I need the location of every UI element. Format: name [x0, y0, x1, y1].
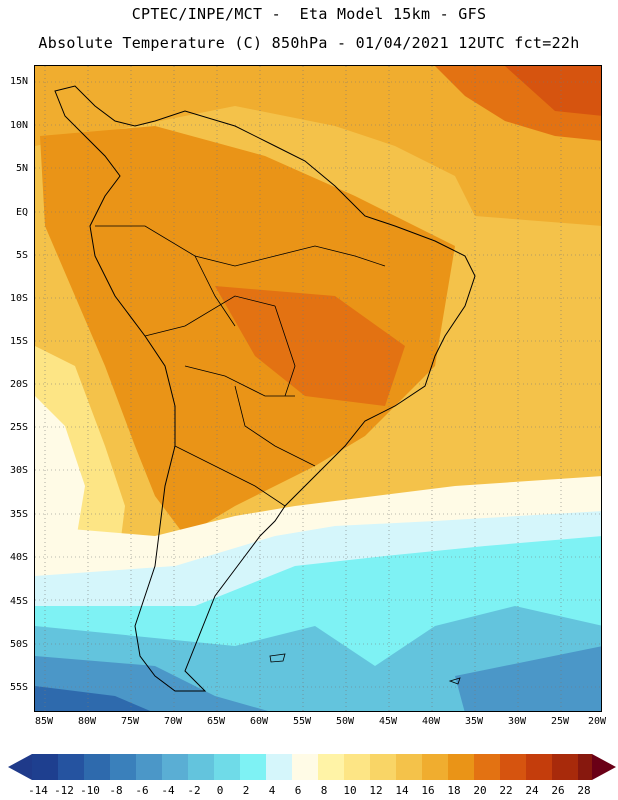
lon-label-85w: 85W — [34, 716, 54, 727]
map-title-line2: Absolute Temperature (C) 850hPa - 01/04/… — [38, 34, 580, 52]
colorbar-label: -14 — [28, 784, 48, 797]
colorbar-label: -10 — [80, 784, 100, 797]
falkland-islands — [269, 653, 286, 663]
lat-label-35s: 35S — [9, 509, 28, 520]
colorbar-label: 16 — [421, 784, 435, 797]
temperature-field — [35, 66, 601, 711]
field-hot-northeast — [505, 66, 601, 116]
lat-label-10n: 10N — [9, 120, 28, 131]
lon-label-40w: 40W — [421, 716, 441, 727]
colorbar-swatch — [578, 754, 592, 780]
colorbar-label: 10 — [343, 784, 357, 797]
lat-label-45s: 45S — [9, 596, 28, 607]
colorbar-label: 22 — [499, 784, 513, 797]
lat-label-40s: 40S — [9, 552, 28, 563]
field-orange-north — [35, 66, 601, 226]
colorbar-low-arrow — [8, 754, 32, 780]
lon-label-80w: 80W — [77, 716, 97, 727]
lat-label-5n: 5N — [15, 163, 28, 174]
colorbar-swatch — [84, 754, 110, 780]
field-west-ocean-cream — [35, 396, 85, 566]
lat-label-15s: 15S — [9, 336, 28, 347]
colorbar-swatch — [136, 754, 162, 780]
lon-label-20w: 20W — [587, 716, 607, 727]
lat-label-50s: 50S — [9, 639, 28, 650]
lon-label-65w: 65W — [206, 716, 226, 727]
colorbar-swatch — [162, 754, 188, 780]
lon-label-55w: 55W — [292, 716, 312, 727]
graticule — [35, 66, 601, 711]
colorbar-swatch — [344, 754, 370, 780]
colorbar — [8, 754, 616, 780]
lat-label-5s: 5S — [15, 250, 28, 261]
lon-label-50w: 50W — [335, 716, 355, 727]
lon-label-60w: 60W — [249, 716, 269, 727]
lat-label-15n: 15N — [9, 76, 28, 87]
colorbar-label: -8 — [109, 784, 123, 797]
lat-label-10s: 10S — [9, 293, 28, 304]
colorbar-label: 2 — [242, 784, 250, 797]
lat-label-20s: 20S — [9, 379, 28, 390]
lon-label-70w: 70W — [163, 716, 183, 727]
colorbar-swatch — [58, 754, 84, 780]
colorbar-swatch — [474, 754, 500, 780]
country-borders — [95, 225, 386, 507]
colorbar-label: 20 — [473, 784, 487, 797]
lat-label-55s: 55S — [9, 682, 28, 693]
colorbar-swatch — [188, 754, 214, 780]
colorbar-label: 14 — [395, 784, 409, 797]
colorbar-swatch — [214, 754, 240, 780]
lat-label-30s: 30S — [9, 465, 28, 476]
colorbar-swatch — [266, 754, 292, 780]
colorbar-swatch — [240, 754, 266, 780]
lon-label-75w: 75W — [120, 716, 140, 727]
colorbar-label: -2 — [187, 784, 201, 797]
field-deep-blue — [35, 686, 151, 711]
colorbar-swatch — [552, 754, 578, 780]
lon-label-45w: 45W — [378, 716, 398, 727]
colorbar-swatch — [396, 754, 422, 780]
south-america-coastline — [54, 85, 476, 692]
lat-label-eq: EQ — [15, 207, 28, 218]
colorbar-swatch — [448, 754, 474, 780]
lon-label-35w: 35W — [464, 716, 484, 727]
field-hot-core — [215, 286, 405, 406]
lon-label-30w: 30W — [507, 716, 527, 727]
colorbar-swatch — [422, 754, 448, 780]
colorbar-label: 18 — [447, 784, 461, 797]
colorbar-label: 26 — [551, 784, 565, 797]
colorbar-swatch — [370, 754, 396, 780]
field-southeast-blue — [455, 646, 601, 711]
colorbar-high-arrow — [592, 754, 616, 780]
colorbar-label: 24 — [525, 784, 539, 797]
colorbar-label: -4 — [161, 784, 175, 797]
colorbar-label: 0 — [216, 784, 224, 797]
colorbar-label: 12 — [369, 784, 383, 797]
temperature-map — [34, 65, 602, 712]
colorbar-label: 6 — [294, 784, 302, 797]
colorbar-swatch — [32, 754, 58, 780]
colorbar-label: 4 — [268, 784, 276, 797]
colorbar-label: -12 — [54, 784, 74, 797]
colorbar-swatch — [292, 754, 318, 780]
colorbar-label: 28 — [577, 784, 591, 797]
lat-label-25s: 25S — [9, 422, 28, 433]
colorbar-label: -6 — [135, 784, 149, 797]
colorbar-label: 8 — [320, 784, 328, 797]
map-title-line1: CPTEC/INPE/MCT - Eta Model 15km - GFS — [131, 5, 487, 23]
colorbar-swatch — [318, 754, 344, 780]
colorbar-swatch — [526, 754, 552, 780]
lon-label-25w: 25W — [550, 716, 570, 727]
south-georgia-island — [448, 677, 461, 685]
colorbar-swatch — [500, 754, 526, 780]
colorbar-swatch — [110, 754, 136, 780]
